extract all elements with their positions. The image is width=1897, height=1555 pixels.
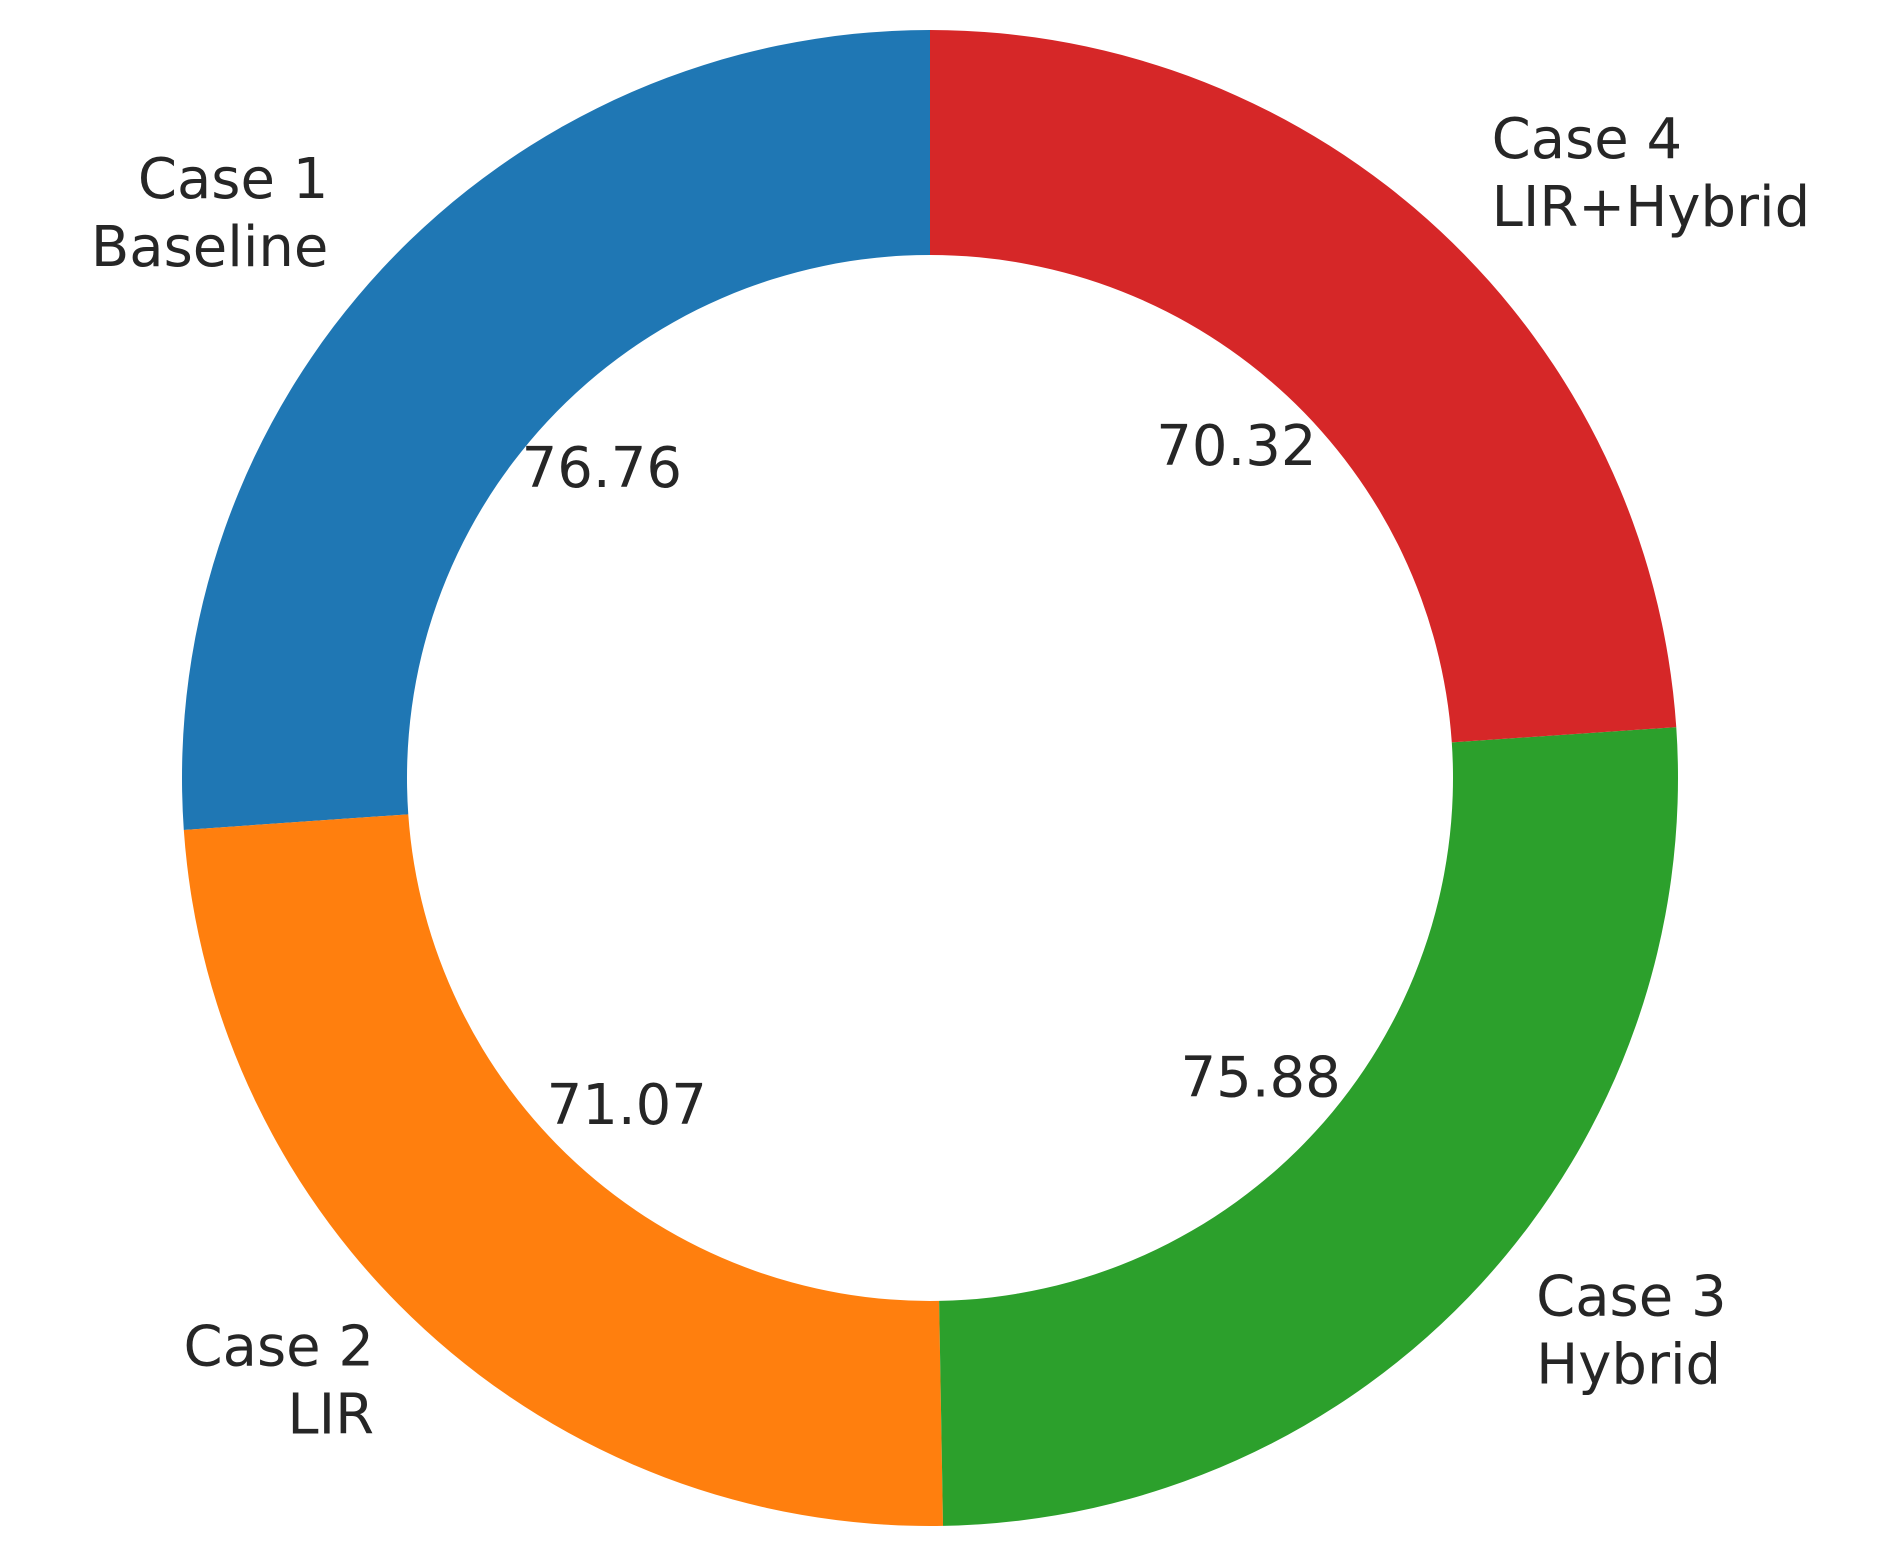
category-label: Baseline xyxy=(91,215,328,280)
donut-segment xyxy=(930,30,1677,743)
category-label: Case 1 xyxy=(138,147,328,212)
donut-segment xyxy=(182,30,931,830)
value-label: 76.76 xyxy=(522,436,682,501)
value-label: 70.32 xyxy=(1156,414,1316,479)
category-label: Case 4 xyxy=(1492,107,1682,172)
category-label: LIR xyxy=(287,1383,374,1448)
value-label: 71.07 xyxy=(547,1073,707,1138)
category-label: LIR+Hybrid xyxy=(1492,175,1810,240)
category-label: Case 2 xyxy=(184,1315,374,1380)
donut-segment xyxy=(183,814,944,1526)
value-label: 75.88 xyxy=(1180,1046,1340,1111)
category-label: Case 3 xyxy=(1536,1265,1726,1330)
donut-segment xyxy=(939,727,1679,1526)
category-label: Hybrid xyxy=(1536,1333,1721,1398)
